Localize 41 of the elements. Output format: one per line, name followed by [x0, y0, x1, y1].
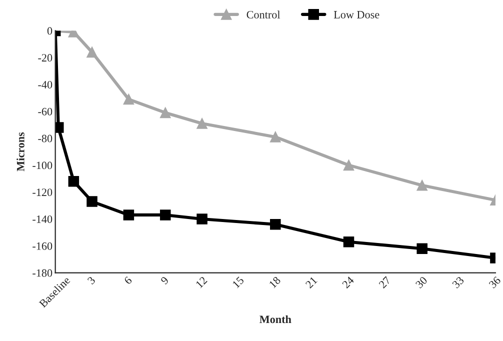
x-tick-label: 18 — [268, 276, 281, 288]
point — [343, 236, 354, 248]
y-tick-label: -100 — [32, 162, 52, 170]
y-tick-label: -160 — [32, 242, 52, 250]
y-tick-label: -40 — [38, 80, 52, 88]
x-tick-label: 15 — [232, 276, 244, 288]
x-axis-title: Month — [260, 315, 292, 324]
point — [196, 118, 208, 129]
point — [416, 180, 428, 191]
x-tick-label: 9 — [160, 276, 169, 285]
point — [68, 176, 80, 187]
x-tick-label: 30 — [415, 276, 428, 289]
point — [196, 214, 208, 224]
y-tick-label: 0 — [47, 27, 52, 35]
point — [86, 46, 98, 58]
point — [416, 243, 428, 254]
point — [123, 210, 134, 220]
legend-label: Low Dose — [334, 11, 380, 18]
point — [160, 107, 171, 118]
point — [343, 160, 354, 171]
point — [86, 196, 98, 207]
point — [270, 218, 281, 230]
y-tick-label: -80 — [38, 134, 52, 142]
point — [270, 132, 281, 142]
y-tick-label: -60 — [38, 108, 52, 116]
x-tick-label: 6 — [124, 276, 132, 285]
x-tick-label: 3 — [87, 276, 96, 285]
y-tick-label: -120 — [32, 188, 52, 196]
x-tick-label: 36 — [488, 276, 502, 289]
x-tick-label: 12 — [195, 276, 208, 288]
y-tick-label: -140 — [32, 215, 52, 223]
y-tick-label: -20 — [38, 54, 52, 62]
y-tick-label: -180 — [32, 269, 52, 277]
x-tick-label: 27 — [378, 276, 392, 289]
y-axis-title: Microns — [16, 132, 24, 172]
x-tick-label: 24 — [342, 276, 354, 289]
legend-label: Control — [246, 10, 280, 18]
x-tick-label: 33 — [452, 276, 464, 289]
point — [160, 210, 171, 220]
x-tick-label: 21 — [305, 276, 318, 289]
point — [123, 94, 134, 105]
